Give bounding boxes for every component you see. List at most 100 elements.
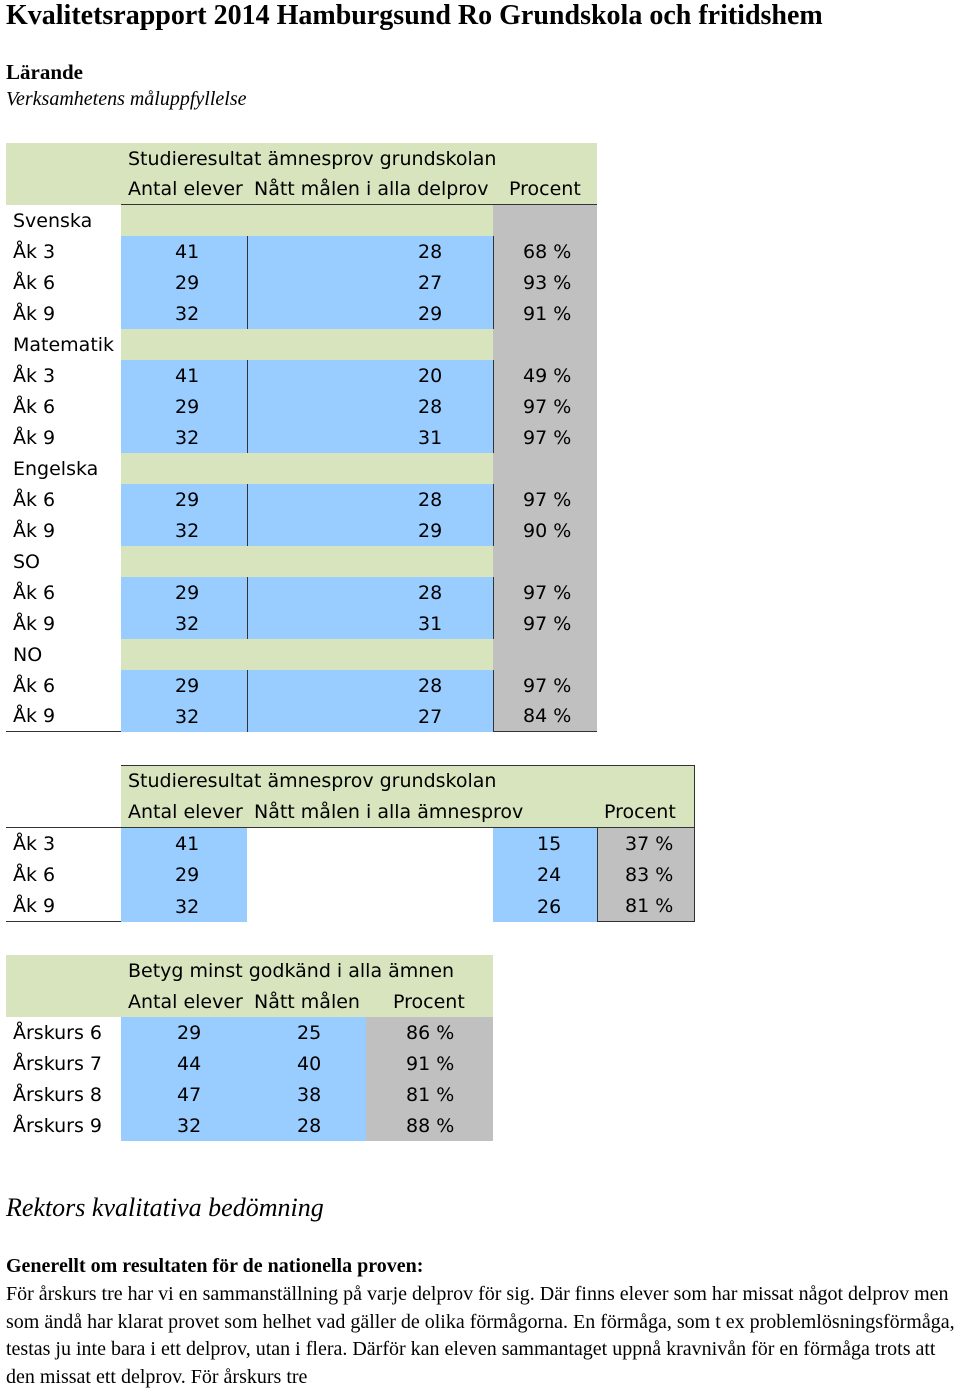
row-label: Åk 6	[6, 267, 121, 298]
cell-natt: 27	[247, 701, 493, 732]
table-title: Betyg minst godkänd i alla ämnen	[121, 955, 493, 986]
subsection-heading: Verksamhetens måluppfyllelse	[6, 88, 247, 110]
cell-procent: 88 %	[366, 1110, 493, 1141]
col-natt-header: Nått målen i alla delprov	[247, 174, 493, 205]
assessment-paragraph: För årskurs tre har vi en sammanställnin…	[6, 1283, 955, 1388]
cell-natt: 31	[247, 422, 493, 453]
group-label: Matematik	[6, 329, 121, 360]
cell-blank	[247, 827, 493, 859]
row-label: Åk 6	[6, 859, 121, 891]
cell-natt: 28	[247, 484, 493, 515]
row-label: Åk 9	[6, 701, 121, 732]
group-row-procent	[493, 639, 597, 670]
header-blank	[6, 986, 121, 1017]
group-row-procent	[493, 546, 597, 577]
cell-blank	[247, 891, 493, 922]
row-label: Åk 6	[6, 577, 121, 608]
row-label: Åk 9	[6, 891, 121, 922]
cell-procent: 83 %	[597, 859, 695, 891]
col-procent-header: Procent	[597, 796, 695, 827]
row-label: Årskurs 7	[6, 1048, 121, 1079]
cell-antal: 29	[121, 577, 247, 608]
cell-natt: 26	[493, 891, 597, 922]
col-antal-header: Antal elever	[121, 796, 247, 827]
group-row-fill	[121, 639, 493, 670]
row-label: Åk 9	[6, 515, 121, 546]
cell-procent: 84 %	[493, 701, 597, 732]
row-label: Åk 3	[6, 827, 121, 859]
cell-procent: 97 %	[493, 670, 597, 701]
row-label: Åk 3	[6, 236, 121, 267]
cell-antal: 29	[121, 391, 247, 422]
cell-procent: 91 %	[366, 1048, 493, 1079]
cell-natt: 28	[247, 236, 493, 267]
group-label: NO	[6, 639, 121, 670]
cell-procent: 97 %	[493, 577, 597, 608]
cell-natt: 25	[247, 1017, 366, 1048]
section-heading: Lärande	[6, 60, 84, 84]
cell-natt: 27	[247, 267, 493, 298]
cell-natt: 28	[247, 670, 493, 701]
header-blank	[597, 765, 695, 796]
header-blank	[6, 765, 121, 796]
cell-natt: 24	[493, 859, 597, 891]
cell-blank	[247, 859, 493, 891]
col-procent-header: Procent	[493, 174, 597, 205]
cell-antal: 29	[121, 484, 247, 515]
header-blank	[6, 796, 121, 827]
cell-procent: 49 %	[493, 360, 597, 391]
cell-antal: 32	[121, 891, 247, 922]
group-label: SO	[6, 546, 121, 577]
cell-natt: 29	[247, 515, 493, 546]
group-row-fill	[121, 453, 493, 484]
cell-procent: 81 %	[366, 1079, 493, 1110]
cell-procent: 86 %	[366, 1017, 493, 1048]
cell-procent: 37 %	[597, 827, 695, 859]
group-label: Engelska	[6, 453, 121, 484]
cell-antal: 47	[121, 1079, 247, 1110]
cell-antal: 32	[121, 515, 247, 546]
cell-procent: 97 %	[493, 608, 597, 639]
row-label: Årskurs 8	[6, 1079, 121, 1110]
row-label: Åk 6	[6, 391, 121, 422]
cell-antal: 44	[121, 1048, 247, 1079]
cell-natt: 29	[247, 298, 493, 329]
cell-antal: 29	[121, 1017, 247, 1048]
col-antal-header: Antal elever	[121, 986, 247, 1017]
cell-procent: 90 %	[493, 515, 597, 546]
header-blank	[6, 143, 121, 174]
row-label: Årskurs 6	[6, 1017, 121, 1048]
cell-procent: 68 %	[493, 236, 597, 267]
row-label: Åk 6	[6, 670, 121, 701]
cell-antal: 32	[121, 298, 247, 329]
header-blank	[6, 955, 121, 986]
cell-procent: 97 %	[493, 422, 597, 453]
table-title: Studieresultat ämnesprov grundskolan	[121, 765, 597, 796]
cell-antal: 41	[121, 360, 247, 391]
cell-procent: 91 %	[493, 298, 597, 329]
group-row-procent	[493, 329, 597, 360]
col-natt-header: Nått målen i alla ämnesprov	[247, 796, 597, 827]
cell-procent: 81 %	[597, 891, 695, 922]
cell-natt: 38	[247, 1079, 366, 1110]
row-label: Årskurs 9	[6, 1110, 121, 1141]
assessment-heading: Rektors kvalitativa bedömning	[6, 1193, 324, 1222]
cell-procent: 97 %	[493, 484, 597, 515]
group-label: Svenska	[6, 205, 121, 236]
cell-antal: 32	[121, 608, 247, 639]
cell-antal: 32	[121, 422, 247, 453]
group-row-procent	[493, 453, 597, 484]
cell-natt: 28	[247, 577, 493, 608]
group-row-fill	[121, 329, 493, 360]
col-antal-header: Antal elever	[121, 174, 247, 205]
cell-antal: 29	[121, 267, 247, 298]
cell-antal: 41	[121, 236, 247, 267]
cell-antal: 29	[121, 670, 247, 701]
row-label: Åk 3	[6, 360, 121, 391]
cell-antal: 29	[121, 859, 247, 891]
group-row-procent	[493, 205, 597, 236]
col-procent-header: Procent	[366, 986, 493, 1017]
row-label: Åk 9	[6, 422, 121, 453]
cell-antal: 41	[121, 827, 247, 859]
cell-natt: 40	[247, 1048, 366, 1079]
